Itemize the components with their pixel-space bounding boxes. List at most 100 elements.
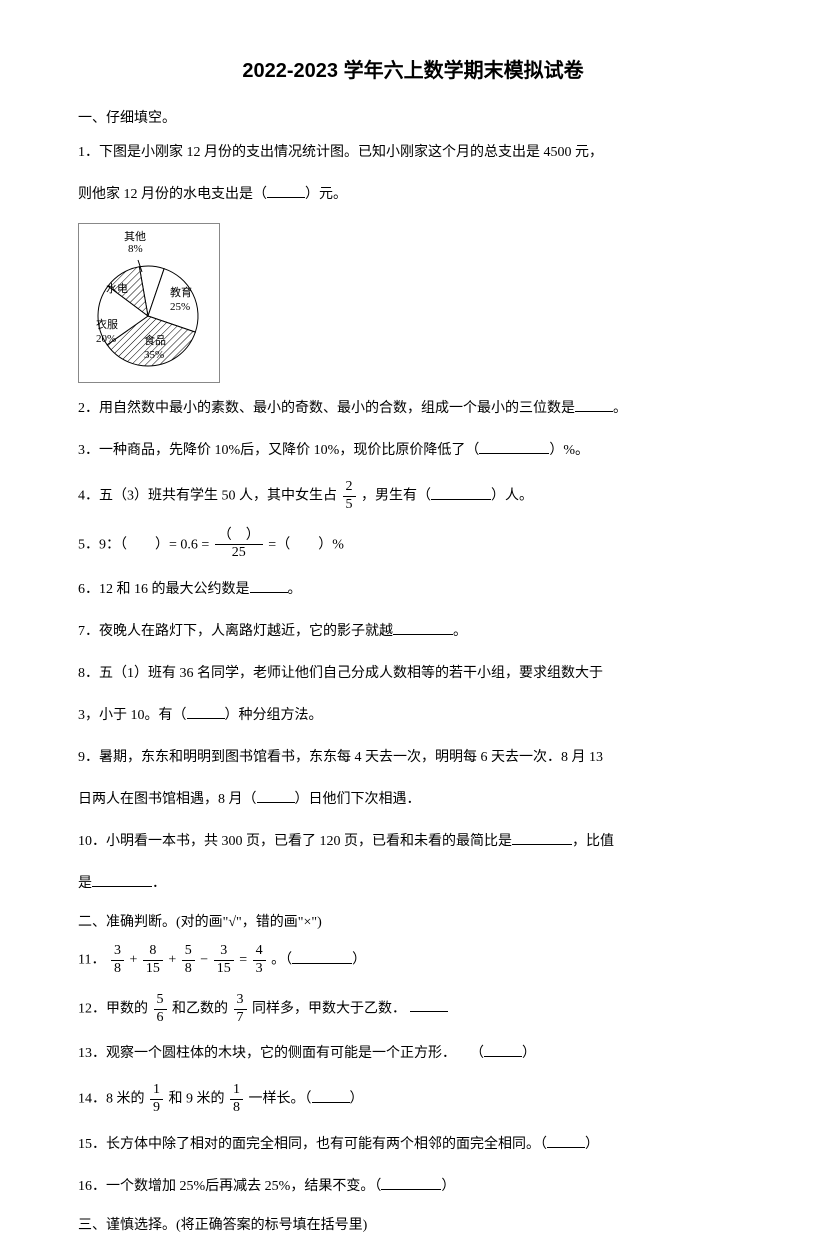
frac-den: 9 <box>150 1100 163 1117</box>
q9-line1: 9．暑期，东东和明明到图书馆看书，东东每 4 天去一次，明明每 6 天去一次．8… <box>78 744 748 772</box>
frac-1-9: 19 <box>150 1082 163 1117</box>
q10a-pre: 10．小明看一本书，共 300 页，已看了 120 页，已看和未看的最简比是 <box>78 834 512 849</box>
q2: 2．用自然数中最小的素数、最小的奇数、最小的合数，组成一个最小的三位数是。 <box>78 395 748 423</box>
frac-den: 8 <box>230 1100 243 1117</box>
q7-blank <box>393 621 453 635</box>
q1-line2: 则他家 12 月份的水电支出是（ ）元。 <box>78 181 748 209</box>
q10-line2: 是． <box>78 870 748 898</box>
q15: 15．长方体中除了相对的面完全相同，也有可能有两个相邻的面完全相同。（） <box>78 1131 748 1159</box>
frac-num: 8 <box>143 943 163 961</box>
q13: 13．观察一个圆柱体的木块，它的侧面有可能是一个正方形． （ ） <box>78 1040 748 1068</box>
q6: 6．12 和 16 的最大公约数是 。 <box>78 576 748 604</box>
q15-blank <box>547 1134 585 1148</box>
q14-post: 一样长。（ <box>249 1092 312 1107</box>
q3-post: ）%。 <box>549 443 589 458</box>
frac-num: 5 <box>182 943 195 961</box>
q3: 3．一种商品，先降价 10%后，又降价 10%，现价比原价降低了（ ）%。 <box>78 437 748 465</box>
q6-pre: 6．12 和 16 的最大公约数是 <box>78 582 250 597</box>
frac-den: 6 <box>154 1010 167 1027</box>
q3-blank <box>479 440 549 454</box>
q7: 7．夜晚人在路灯下，人离路灯越近，它的影子就越 。 <box>78 618 748 646</box>
q1-line1: 1．下图是小刚家 12 月份的支出情况统计图。已知小刚家这个月的总支出是 450… <box>78 139 748 167</box>
q16-pre: 16．一个数增加 25%后再减去 25%，结果不变。（ <box>78 1179 381 1194</box>
q12: 12．甲数的 56 和乙数的 37 同样多，甲数大于乙数． <box>78 992 748 1027</box>
q7-post: 。 <box>453 624 467 639</box>
frac-den: 8 <box>182 961 195 978</box>
frac-2-5: 25 <box>343 479 356 514</box>
q3-pre: 3．一种商品，先降价 10%后，又降价 10%，现价比原价降低了（ <box>78 443 479 458</box>
frac-num: 1 <box>230 1082 243 1100</box>
svg-text:衣服: 衣服 <box>96 317 118 331</box>
q6-blank <box>250 579 288 593</box>
svg-text:35%: 35% <box>144 349 164 361</box>
q16: 16．一个数增加 25%后再减去 25%，结果不变。（ ） <box>78 1173 748 1201</box>
frac-3-15: 315 <box>214 943 234 978</box>
q11-blank <box>292 950 352 964</box>
svg-text:其他: 其他 <box>124 230 146 243</box>
frac-5-6: 56 <box>154 992 167 1027</box>
q9-line2: 日两人在图书馆相遇，8 月（）日他们下次相遇． <box>78 786 748 814</box>
q11-post: 。（ <box>271 953 292 968</box>
q8-line2: 3，小于 10。有（ ）种分组方法。 <box>78 702 748 730</box>
q11-end: ） <box>352 953 366 968</box>
frac-1-8: 18 <box>230 1082 243 1117</box>
q12-mid: 和乙数的 <box>172 1001 228 1016</box>
svg-text:食品: 食品 <box>144 333 166 347</box>
q10-blank2 <box>92 873 152 887</box>
svg-text:25%: 25% <box>170 301 190 313</box>
frac-num: 3 <box>111 943 124 961</box>
frac-3-8: 38 <box>111 943 124 978</box>
q10-line1: 10．小明看一本书，共 300 页，已看了 120 页，已看和未看的最简比是 ，比… <box>78 828 748 856</box>
section-2-head: 二、准确判断。(对的画"√"，错的画"×") <box>78 912 748 933</box>
frac-den: 15 <box>143 961 163 978</box>
q16-post: ） <box>441 1179 455 1194</box>
page-title: 2022-2023 学年六上数学期末模拟试卷 <box>78 56 748 86</box>
q16-blank <box>381 1176 441 1190</box>
svg-text:水电: 水电 <box>106 282 128 295</box>
frac-num: （ ） <box>215 528 263 546</box>
q14: 14．8 米的 19 和 9 米的 18 一样长。（） <box>78 1082 748 1117</box>
frac-den: 3 <box>253 961 266 978</box>
q14-blank <box>312 1089 350 1103</box>
frac-num: 3 <box>214 943 234 961</box>
q4: 4．五（3）班共有学生 50 人，其中女生占 25 ，男生有（）人。 <box>78 479 748 514</box>
q4-mid: ，男生有（ <box>361 489 431 504</box>
svg-text:教育: 教育 <box>170 285 192 299</box>
q1b-post: ）元。 <box>305 187 347 202</box>
q11-pre: 11． <box>78 953 105 968</box>
q1b-pre: 则他家 12 月份的水电支出是（ <box>78 187 267 202</box>
q8b-pre: 3，小于 10。有（ <box>78 708 187 723</box>
q10a-post: ，比值 <box>572 834 614 849</box>
frac-5-8: 58 <box>182 943 195 978</box>
q10b-post: ． <box>152 876 166 891</box>
frac-num: 5 <box>154 992 167 1010</box>
q13-post: ） <box>522 1046 536 1061</box>
section-3-head: 三、谨慎选择。(将正确答案的标号填在括号里) <box>78 1215 748 1236</box>
section-1-head: 一、仔细填空。 <box>78 108 748 129</box>
q8-line1: 8．五（1）班有 36 名同学，老师让他们自己分成人数相等的若干小组，要求组数大… <box>78 660 748 688</box>
q8b-post: ）种分组方法。 <box>225 708 323 723</box>
q9-blank <box>257 789 295 803</box>
frac-blank-25: （ ）25 <box>215 528 263 563</box>
frac-num: 4 <box>253 943 266 961</box>
q6-post: 。 <box>288 582 302 597</box>
q13-pre: 13．观察一个圆柱体的木块，它的侧面有可能是一个正方形． （ <box>78 1046 484 1061</box>
q11: 11． 38 + 815 + 58 − 315 = 43 。（） <box>78 943 748 978</box>
q10b-pre: 是 <box>78 876 92 891</box>
q13-blank <box>484 1043 522 1057</box>
q4-pre: 4．五（3）班共有学生 50 人，其中女生占 <box>78 489 337 504</box>
q14-mid: 和 9 米的 <box>169 1092 225 1107</box>
q12-blank <box>410 998 448 1012</box>
svg-text:8%: 8% <box>128 243 143 255</box>
q15-post: ） <box>585 1137 599 1152</box>
frac-den: 8 <box>111 961 124 978</box>
q14-pre: 14．8 米的 <box>78 1092 145 1107</box>
q5-post: =（ ）% <box>268 537 344 552</box>
frac-den: 25 <box>215 545 263 562</box>
pie-chart: 其他8%教育25%食品35%衣服20%水电 <box>84 228 214 378</box>
frac-num: 1 <box>150 1082 163 1100</box>
q7-pre: 7．夜晚人在路灯下，人离路灯越近，它的影子就越 <box>78 624 393 639</box>
q4-blank <box>431 486 491 500</box>
frac-4-3: 43 <box>253 943 266 978</box>
q2-blank <box>575 398 613 412</box>
